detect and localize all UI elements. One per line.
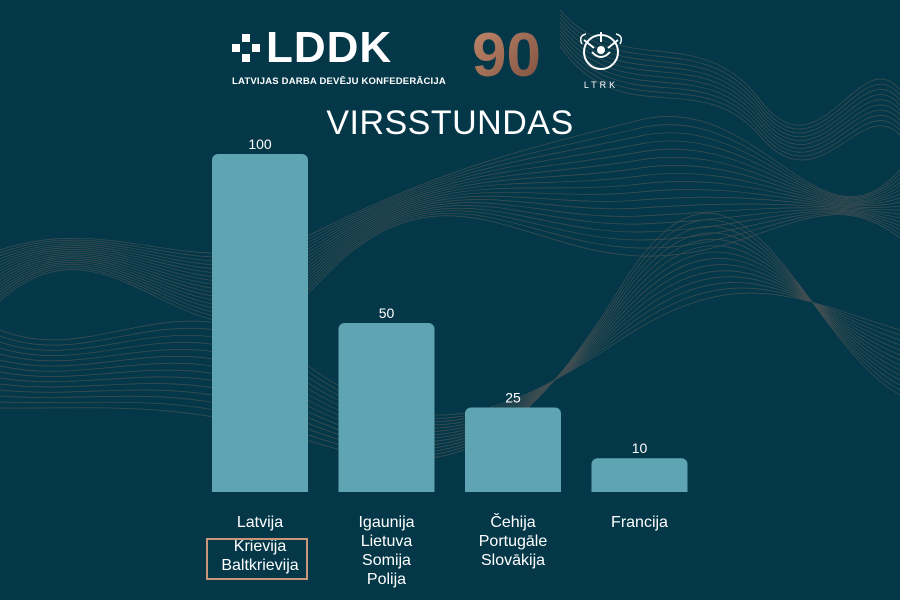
category-line: Somija (362, 552, 411, 569)
category-line: Baltkrievija (221, 557, 299, 574)
bar-base-1 (338, 486, 435, 492)
ltrk-emblem-icon (579, 32, 623, 70)
highlight-box (206, 538, 308, 580)
bar-1 (338, 323, 435, 492)
category-label-2: Čehija Portugāle Slovākija (443, 513, 583, 570)
category-line: Francija (611, 514, 668, 531)
chart-title: VIRSSTUNDAS (326, 104, 574, 142)
category-line: Krievija (233, 538, 287, 555)
bar-0 (212, 154, 308, 492)
bar-base-2 (465, 486, 561, 492)
ltrk-logo: LTRK (574, 28, 628, 94)
lddk-logo-text: LDDK (266, 23, 393, 72)
data-label-0: 100 (248, 136, 272, 152)
category-line: Polija (366, 571, 407, 588)
anniversary-number: 90 (472, 24, 541, 86)
category-line: Lietuva (360, 533, 413, 550)
category-label-0: Latvija Krievija Baltkrievija (190, 513, 330, 575)
bar-2 (465, 407, 561, 492)
data-label-2: 25 (505, 390, 521, 406)
bar-base-3 (591, 486, 688, 492)
category-label-3: Francija (570, 513, 710, 532)
bar-3 (591, 458, 688, 492)
lddk-subtitle: LATVIJAS DARBA DEVĒJU KONFEDERĀCIJA (232, 76, 446, 87)
bar-base-0 (212, 486, 308, 492)
category-line: Čehija (490, 514, 536, 531)
category-line: Portugāle (478, 533, 548, 550)
category-line: Slovākija (480, 552, 546, 569)
anniversary-90-logo: 90 (472, 24, 541, 86)
category-label-1: Igaunija Lietuva Somija Polija (317, 513, 457, 589)
lddk-plus-icon (232, 34, 260, 62)
data-label-1: 50 (379, 305, 395, 321)
header: LDDK LATVIJAS DARBA DEVĒJU KONFEDERĀCIJA… (0, 0, 900, 100)
category-line: Latvija (236, 514, 284, 531)
category-line: Igaunija (358, 514, 415, 531)
data-label-3: 10 (632, 440, 648, 456)
ltrk-text: LTRK (583, 80, 619, 90)
